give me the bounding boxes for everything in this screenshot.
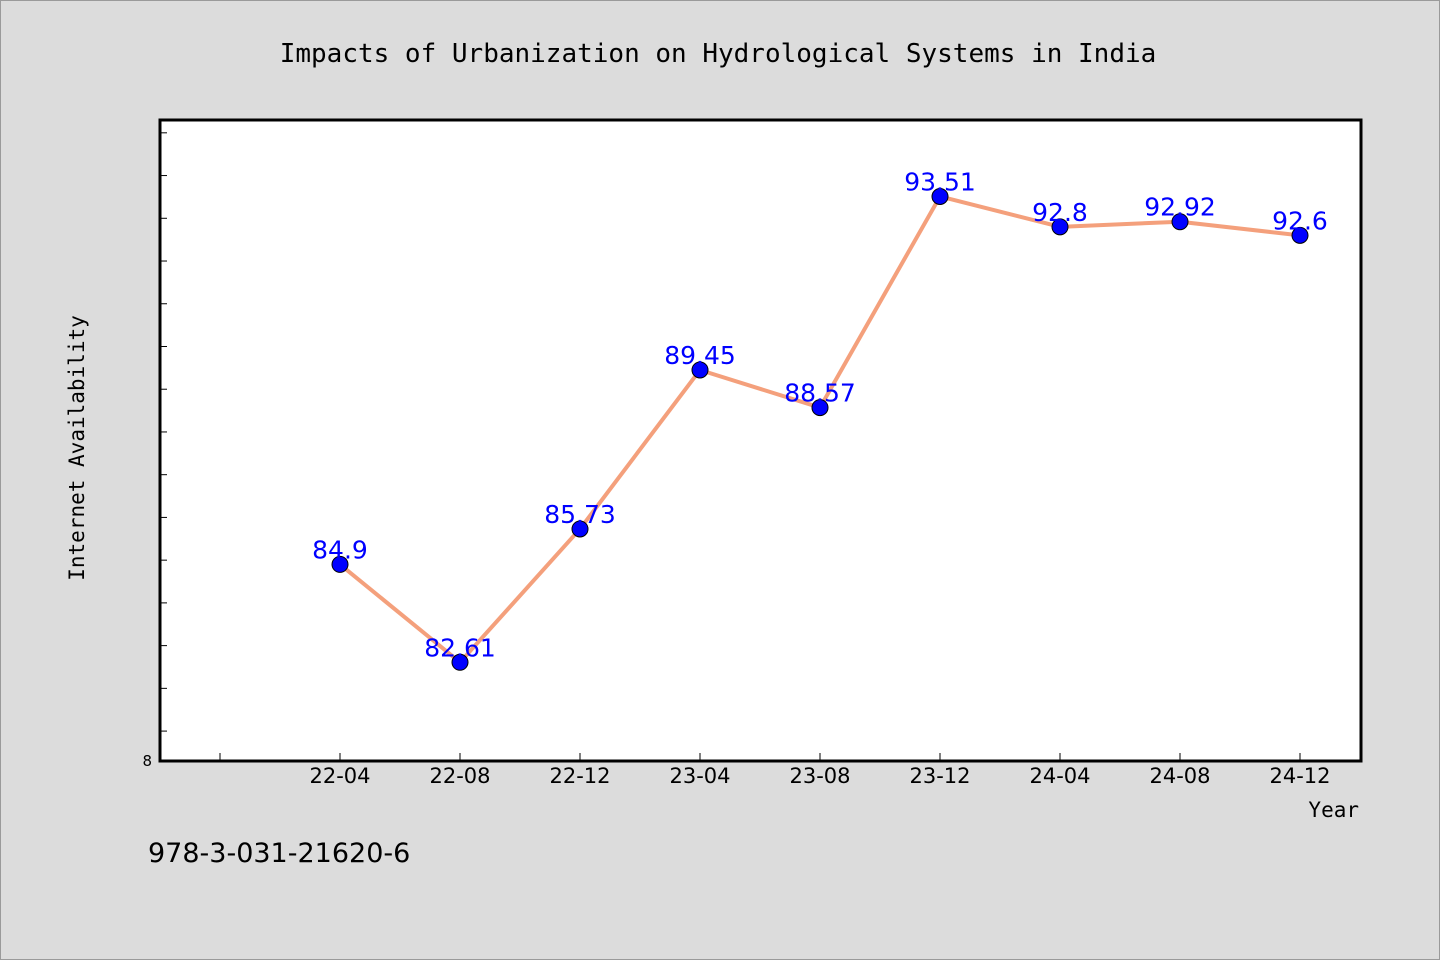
data-point	[451, 653, 469, 671]
x-tick-label: 24-12	[1269, 764, 1330, 788]
y-axis-ticks: 8	[142, 132, 167, 770]
data-label: 82.61	[424, 633, 496, 662]
x-tick-label: 23-08	[789, 764, 850, 788]
data-label: 92.6	[1272, 206, 1328, 235]
data-point	[1291, 226, 1309, 244]
data-point	[811, 399, 829, 417]
data-point	[571, 520, 589, 538]
data-point	[931, 187, 949, 205]
x-tick-label: 22-08	[429, 764, 490, 788]
data-point	[691, 361, 709, 379]
plot-area	[158, 118, 1363, 763]
x-axis-label: Year	[1308, 798, 1359, 822]
x-tick-label: 22-12	[549, 764, 610, 788]
data-point	[331, 555, 349, 573]
y-axis-label: Internet Availability	[65, 315, 89, 581]
series-points-group	[331, 187, 1309, 671]
x-tick-label: 22-04	[309, 764, 370, 788]
chart-title: Impacts of Urbanization on Hydrological …	[280, 39, 1157, 69]
data-label: 85.73	[544, 500, 616, 529]
x-tick-label: 24-04	[1029, 764, 1090, 788]
data-label: 84.9	[312, 535, 368, 564]
data-point	[1051, 218, 1069, 236]
footer-id-text: 978-3-031-21620-6	[148, 838, 410, 869]
data-label: 89.45	[664, 341, 736, 370]
x-axis-ticks: 22-04 22-08 22-12 23-04 23-08 23-12 24-04 24-08…	[219, 753, 1331, 788]
x-tick-label: 23-12	[909, 764, 970, 788]
data-label: 92.8	[1032, 198, 1088, 227]
x-tick-label: 23-04	[669, 764, 730, 788]
data-point	[1171, 213, 1189, 231]
data-label: 93.51	[904, 167, 976, 196]
x-tick-label: 24-08	[1149, 764, 1210, 788]
y-tick-label: 8	[142, 752, 152, 770]
data-labels-group: 84.9 82.61 85.73 89.45 88.57 93.51 92.8 92.92 92…	[312, 167, 1328, 662]
data-label: 92.92	[1144, 193, 1216, 222]
data-label: 88.57	[784, 379, 856, 408]
